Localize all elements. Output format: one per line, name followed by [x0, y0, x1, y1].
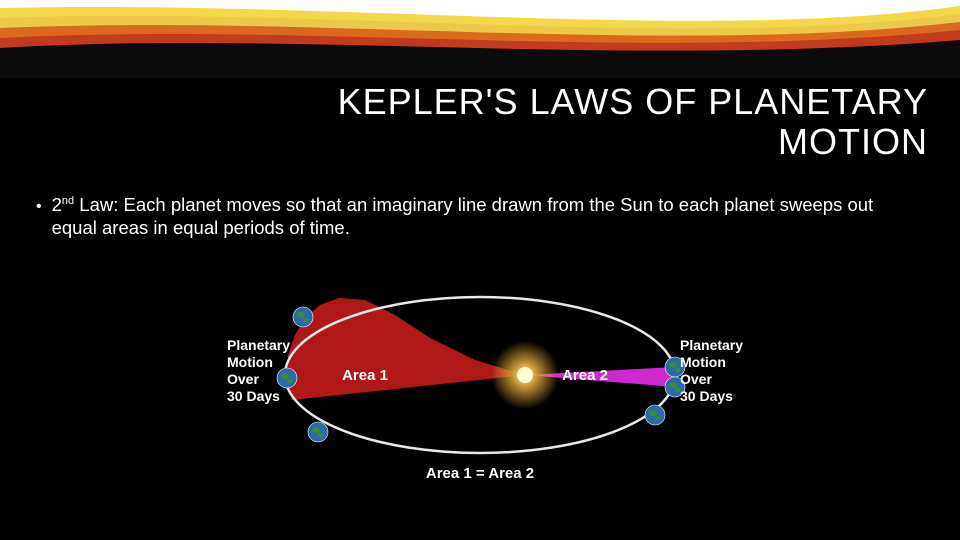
area2-label: Area 2	[562, 367, 608, 384]
right-caption: PlanetaryMotionOver30 Days	[680, 337, 743, 404]
bullet-rest: Law: Each planet moves so that an imagin…	[52, 194, 874, 238]
planet-5	[645, 405, 665, 425]
planet-1	[277, 368, 297, 388]
diagram-svg: Area 1Area 2PlanetaryMotionOver30 DaysPl…	[215, 260, 745, 490]
bullet-item: • 2nd Law: Each planet moves so that an …	[36, 194, 920, 239]
bullet-marker: •	[36, 196, 42, 218]
ribbon-svg	[0, 0, 960, 78]
sun-core	[517, 367, 533, 383]
planet-0	[293, 307, 313, 327]
planet-2	[308, 422, 328, 442]
area1-region	[287, 298, 525, 400]
equation-label: Area 1 = Area 2	[426, 465, 534, 482]
ribbon-decoration	[0, 0, 960, 78]
bullet-prefix: 2	[52, 194, 62, 215]
area1-label: Area 1	[342, 367, 388, 384]
bullet-superscript: nd	[62, 195, 74, 207]
bullet-text: 2nd Law: Each planet moves so that an im…	[52, 194, 920, 239]
slide-title: KEPLER'S LAWS OF PLANETARY MOTION	[208, 82, 928, 163]
kepler-diagram: Area 1Area 2PlanetaryMotionOver30 DaysPl…	[215, 260, 745, 490]
